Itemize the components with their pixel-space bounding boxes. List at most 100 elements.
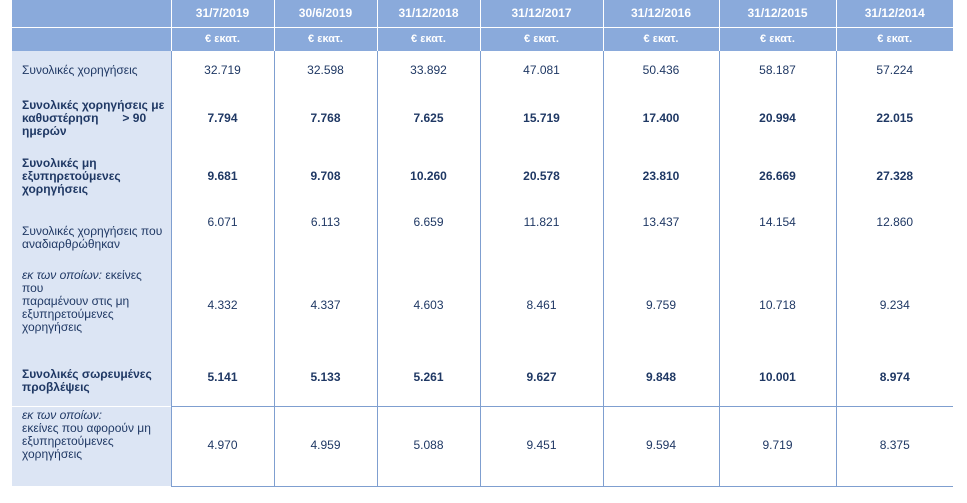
value-cell: 5.141 [170, 349, 274, 406]
row-label-line: χορηγήσεις [22, 446, 83, 461]
value-cell: 6.659 [376, 205, 480, 267]
header-corner [12, 0, 171, 28]
header-date: 31/12/2015 [718, 0, 836, 28]
row-label: εκ των οποίων: εκείνες που αφορούν μη εξ… [12, 405, 171, 486]
unit-label: € εκατ. [170, 27, 274, 51]
unit-label: € εκατ. [718, 27, 836, 51]
value-cell: 4.959 [273, 405, 377, 487]
row-label-line: Συνολικές μη [22, 155, 97, 170]
row-label-line: ημερών [22, 123, 67, 138]
value-cell: 6.071 [170, 205, 274, 267]
row-label: Συνολικές χορηγήσεις που αναδιαρθρώθηκαν [12, 205, 171, 267]
value-cell: 14.154 [718, 205, 836, 267]
value-cell: 8.974 [835, 349, 953, 406]
row-label-line: χορηγήσεις [22, 181, 89, 196]
row-label-italic: εκ των οποίων: [22, 268, 102, 282]
row-label: Συνολικές μη εξυπηρετούμενες χορηγήσεις [12, 147, 171, 205]
value-cell: 4.970 [170, 405, 274, 487]
value-cell: 11.821 [479, 205, 603, 267]
header-row: 31/7/2019 30/6/2019 31/12/2018 31/12/201… [12, 0, 953, 28]
value-cell: 9.681 [170, 147, 274, 205]
value-cell: 6.113 [273, 205, 377, 267]
header-date: 30/6/2019 [273, 0, 377, 28]
value-cell: 4.332 [170, 267, 274, 349]
header-date: 31/12/2018 [376, 0, 480, 28]
header-date: 31/12/2017 [479, 0, 603, 28]
header-date: 31/7/2019 [170, 0, 274, 28]
value-cell: 32.719 [170, 51, 274, 89]
row-label-line: χορηγήσεις [22, 320, 83, 334]
unit-label: € εκατ. [479, 27, 603, 51]
row-label-line: Συνολικές χορηγήσεις που [22, 224, 163, 238]
value-cell: 9.234 [835, 267, 953, 349]
row-label-threshold: > 90 [122, 110, 147, 125]
value-cell: 32.598 [273, 51, 377, 89]
units-corner [12, 27, 171, 51]
row-label-line: εξυπηρετούμενες [22, 307, 114, 321]
value-cell: 9.708 [273, 147, 377, 205]
header-date: 31/12/2014 [835, 0, 953, 28]
row-label-line: αναδιαρθρώθηκαν [22, 237, 120, 251]
table-row: εκ των οποίων: εκείνες που παραμένουν στ… [12, 267, 953, 349]
row-label-italic: εκ των οποίων: [22, 407, 102, 422]
row-label-line: Συνολικές σωρευμένες [22, 367, 152, 381]
value-cell: 9.594 [602, 405, 719, 487]
value-cell: 20.994 [718, 89, 836, 147]
row-label-line: καθυστέρηση [22, 110, 99, 125]
row-label-line: παραμένουν στις μη [22, 294, 130, 308]
value-cell: 9.627 [479, 349, 603, 406]
row-label-line: εκείνες που αφορούν μη [22, 420, 151, 435]
value-cell: 13.437 [602, 205, 719, 267]
value-cell: 47.081 [479, 51, 603, 89]
value-cell: 7.768 [273, 89, 377, 147]
value-cell: 10.718 [718, 267, 836, 349]
unit-label: € εκατ. [835, 27, 953, 51]
value-cell: 12.860 [835, 205, 953, 267]
value-cell: 7.794 [170, 89, 274, 147]
value-cell: 10.260 [376, 147, 480, 205]
value-cell: 17.400 [602, 89, 719, 147]
value-cell: 9.451 [479, 405, 603, 487]
table-row: Συνολικές χορηγήσεις 32.719 32.598 33.89… [12, 51, 953, 89]
row-label-line: εξυπηρετούμενες [22, 168, 121, 183]
row-label-line: Συνολικές χορηγήσεις με [22, 97, 165, 112]
value-cell: 27.328 [835, 147, 953, 205]
table-row: εκ των οποίων: εκείνες που αφορούν μη εξ… [12, 405, 953, 487]
value-cell: 23.810 [602, 147, 719, 205]
loans-table: 31/7/2019 30/6/2019 31/12/2018 31/12/201… [12, 0, 953, 487]
value-cell: 10.001 [718, 349, 836, 406]
unit-label: € εκατ. [273, 27, 377, 51]
value-cell: 5.261 [376, 349, 480, 406]
table-row: Συνολικές μη εξυπηρετούμενες χορηγήσεις … [12, 147, 953, 205]
row-label: Συνολικές χορηγήσεις με καθυστέρηση > 90 … [12, 89, 171, 147]
row-label-line: εξυπηρετούμενες [22, 433, 114, 448]
unit-label: € εκατ. [602, 27, 719, 51]
value-cell: 9.719 [718, 405, 836, 487]
unit-label: € εκατ. [376, 27, 480, 51]
row-label: Συνολικές σωρευμένες προβλέψεις [12, 349, 171, 406]
value-cell: 50.436 [602, 51, 719, 89]
table-row: Συνολικές χορηγήσεις με καθυστέρηση > 90 … [12, 89, 953, 147]
value-cell: 15.719 [479, 89, 603, 147]
value-cell: 58.187 [718, 51, 836, 89]
table-row: Συνολικές σωρευμένες προβλέψεις 5.141 5.… [12, 349, 953, 406]
row-label-text: Συνολικές χορηγήσεις [22, 62, 138, 77]
row-label-line: εκείνες που [22, 268, 142, 295]
value-cell: 8.461 [479, 267, 603, 349]
value-cell: 4.337 [273, 267, 377, 349]
value-cell: 8.375 [835, 405, 953, 487]
row-label: εκ των οποίων: εκείνες που παραμένουν στ… [12, 267, 171, 349]
value-cell: 26.669 [718, 147, 836, 205]
row-label: Συνολικές χορηγήσεις [12, 51, 171, 89]
value-cell: 20.578 [479, 147, 603, 205]
value-cell: 9.759 [602, 267, 719, 349]
value-cell: 57.224 [835, 51, 953, 89]
value-cell: 4.603 [376, 267, 480, 349]
value-cell: 22.015 [835, 89, 953, 147]
units-row: € εκατ. € εκατ. € εκατ. € εκατ. € εκατ. … [12, 27, 953, 51]
row-label-line: προβλέψεις [22, 380, 90, 394]
value-cell: 7.625 [376, 89, 480, 147]
value-cell: 5.133 [273, 349, 377, 406]
value-cell: 9.848 [602, 349, 719, 406]
